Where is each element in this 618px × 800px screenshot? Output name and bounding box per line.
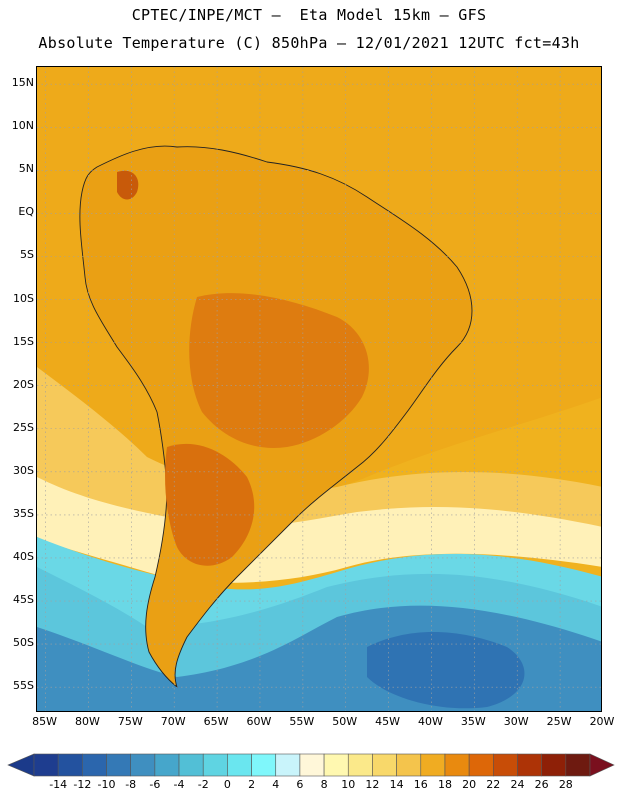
colorbar-label: 12	[365, 778, 380, 791]
latitude-label: 15N	[11, 76, 34, 90]
colorbar-label: -14	[49, 778, 68, 791]
hot-core-chaco	[165, 443, 255, 566]
colorbar-segment	[154, 753, 180, 777]
colorbar-segment	[347, 753, 373, 777]
latitude-label: EQ	[18, 205, 34, 219]
colorbar-segment	[82, 753, 107, 777]
colorbar	[7, 753, 615, 777]
map-panel	[36, 66, 602, 712]
colorbar-label: 14	[389, 778, 404, 791]
colorbar-label: 18	[437, 778, 452, 791]
colorbar-segment	[372, 753, 397, 777]
colorbar-segment	[493, 753, 518, 777]
latitude-label: 40S	[13, 549, 34, 563]
longitude-label: 70W	[160, 715, 186, 728]
latitude-label: 50S	[13, 636, 34, 650]
coldest-water-region	[367, 632, 525, 709]
colorbar-label: 20	[462, 778, 477, 791]
colorbar-label: -2	[197, 778, 209, 791]
colorbar-label: 26	[534, 778, 549, 791]
colorbar-label: 6	[296, 778, 304, 791]
latitude-label: 20S	[13, 377, 34, 391]
colorbar-segment	[565, 753, 591, 777]
colorbar-label: -6	[149, 778, 161, 791]
colorbar-segment	[130, 753, 156, 777]
hot-core-central	[189, 293, 369, 448]
colorbar-segment	[323, 753, 349, 777]
colorbar-segment	[227, 753, 252, 777]
colorbar-label: 16	[413, 778, 428, 791]
colorbar-segment	[106, 753, 131, 777]
colorbar-label: 2	[248, 778, 256, 791]
longitude-label: 75W	[117, 715, 143, 728]
longitude-label: 20W	[589, 715, 615, 728]
latitude-label: 10S	[13, 291, 34, 305]
colorbar-segment	[251, 753, 277, 777]
colorbar-segment	[420, 753, 446, 777]
longitude-label: 80W	[75, 715, 100, 728]
colorbar-label: -10	[97, 778, 116, 791]
map-subtitle: Absolute Temperature (C) 850hPa – 12/01/…	[38, 34, 580, 52]
colorbar-label: 22	[486, 778, 501, 791]
latitude-label: 5N	[18, 162, 34, 176]
latitude-label: 45S	[13, 593, 34, 607]
colorbar-high-arrow	[589, 753, 615, 777]
colorbar-label: 0	[223, 778, 231, 791]
colorbar-label: 28	[558, 778, 573, 791]
longitude-label: 55W	[289, 715, 315, 728]
longitude-label: 50W	[332, 715, 358, 728]
colorbar-segment	[33, 753, 59, 777]
latitude-label: 55S	[13, 679, 34, 693]
colorbar-label: 8	[320, 778, 328, 791]
temperature-map	[37, 67, 601, 711]
latitude-label: 35S	[13, 506, 34, 520]
latitude-label: 30S	[13, 463, 34, 477]
latitude-label: 10N	[11, 119, 34, 133]
colorbar-segment	[517, 753, 542, 777]
colorbar-segment	[57, 753, 83, 777]
latitude-label: 25S	[13, 420, 34, 434]
colorbar-label: -4	[173, 778, 185, 791]
colorbar-low-arrow	[7, 753, 35, 777]
colorbar-segment	[541, 753, 567, 777]
colorbar-label: -8	[125, 778, 137, 791]
longitude-label: 45W	[375, 715, 401, 728]
colorbar-label: 4	[272, 778, 280, 791]
colorbar-segment	[202, 753, 228, 777]
colorbar-segment	[396, 753, 422, 777]
longitude-label: 60W	[246, 715, 272, 728]
colorbar-segment	[275, 753, 301, 777]
colorbar-segment	[178, 753, 204, 777]
longitude-label: 35W	[460, 715, 486, 728]
andes-hot-spot	[117, 170, 139, 200]
longitude-label: 85W	[32, 715, 57, 728]
longitude-label: 30W	[503, 715, 529, 728]
colorbar-segment	[444, 753, 470, 777]
colorbar-segment	[468, 753, 494, 777]
colorbar-label: 10	[341, 778, 356, 791]
colorbar-label: -12	[73, 778, 92, 791]
colorbar-label: 24	[510, 778, 525, 791]
latitude-label: 5S	[20, 248, 34, 262]
colorbar-segment	[299, 753, 325, 777]
latitude-label: 15S	[13, 334, 34, 348]
longitude-label: 40W	[418, 715, 443, 728]
longitude-label: 25W	[546, 715, 572, 728]
map-title: CPTEC/INPE/MCT – Eta Model 15km – GFS	[131, 6, 487, 24]
longitude-label: 65W	[203, 715, 229, 728]
